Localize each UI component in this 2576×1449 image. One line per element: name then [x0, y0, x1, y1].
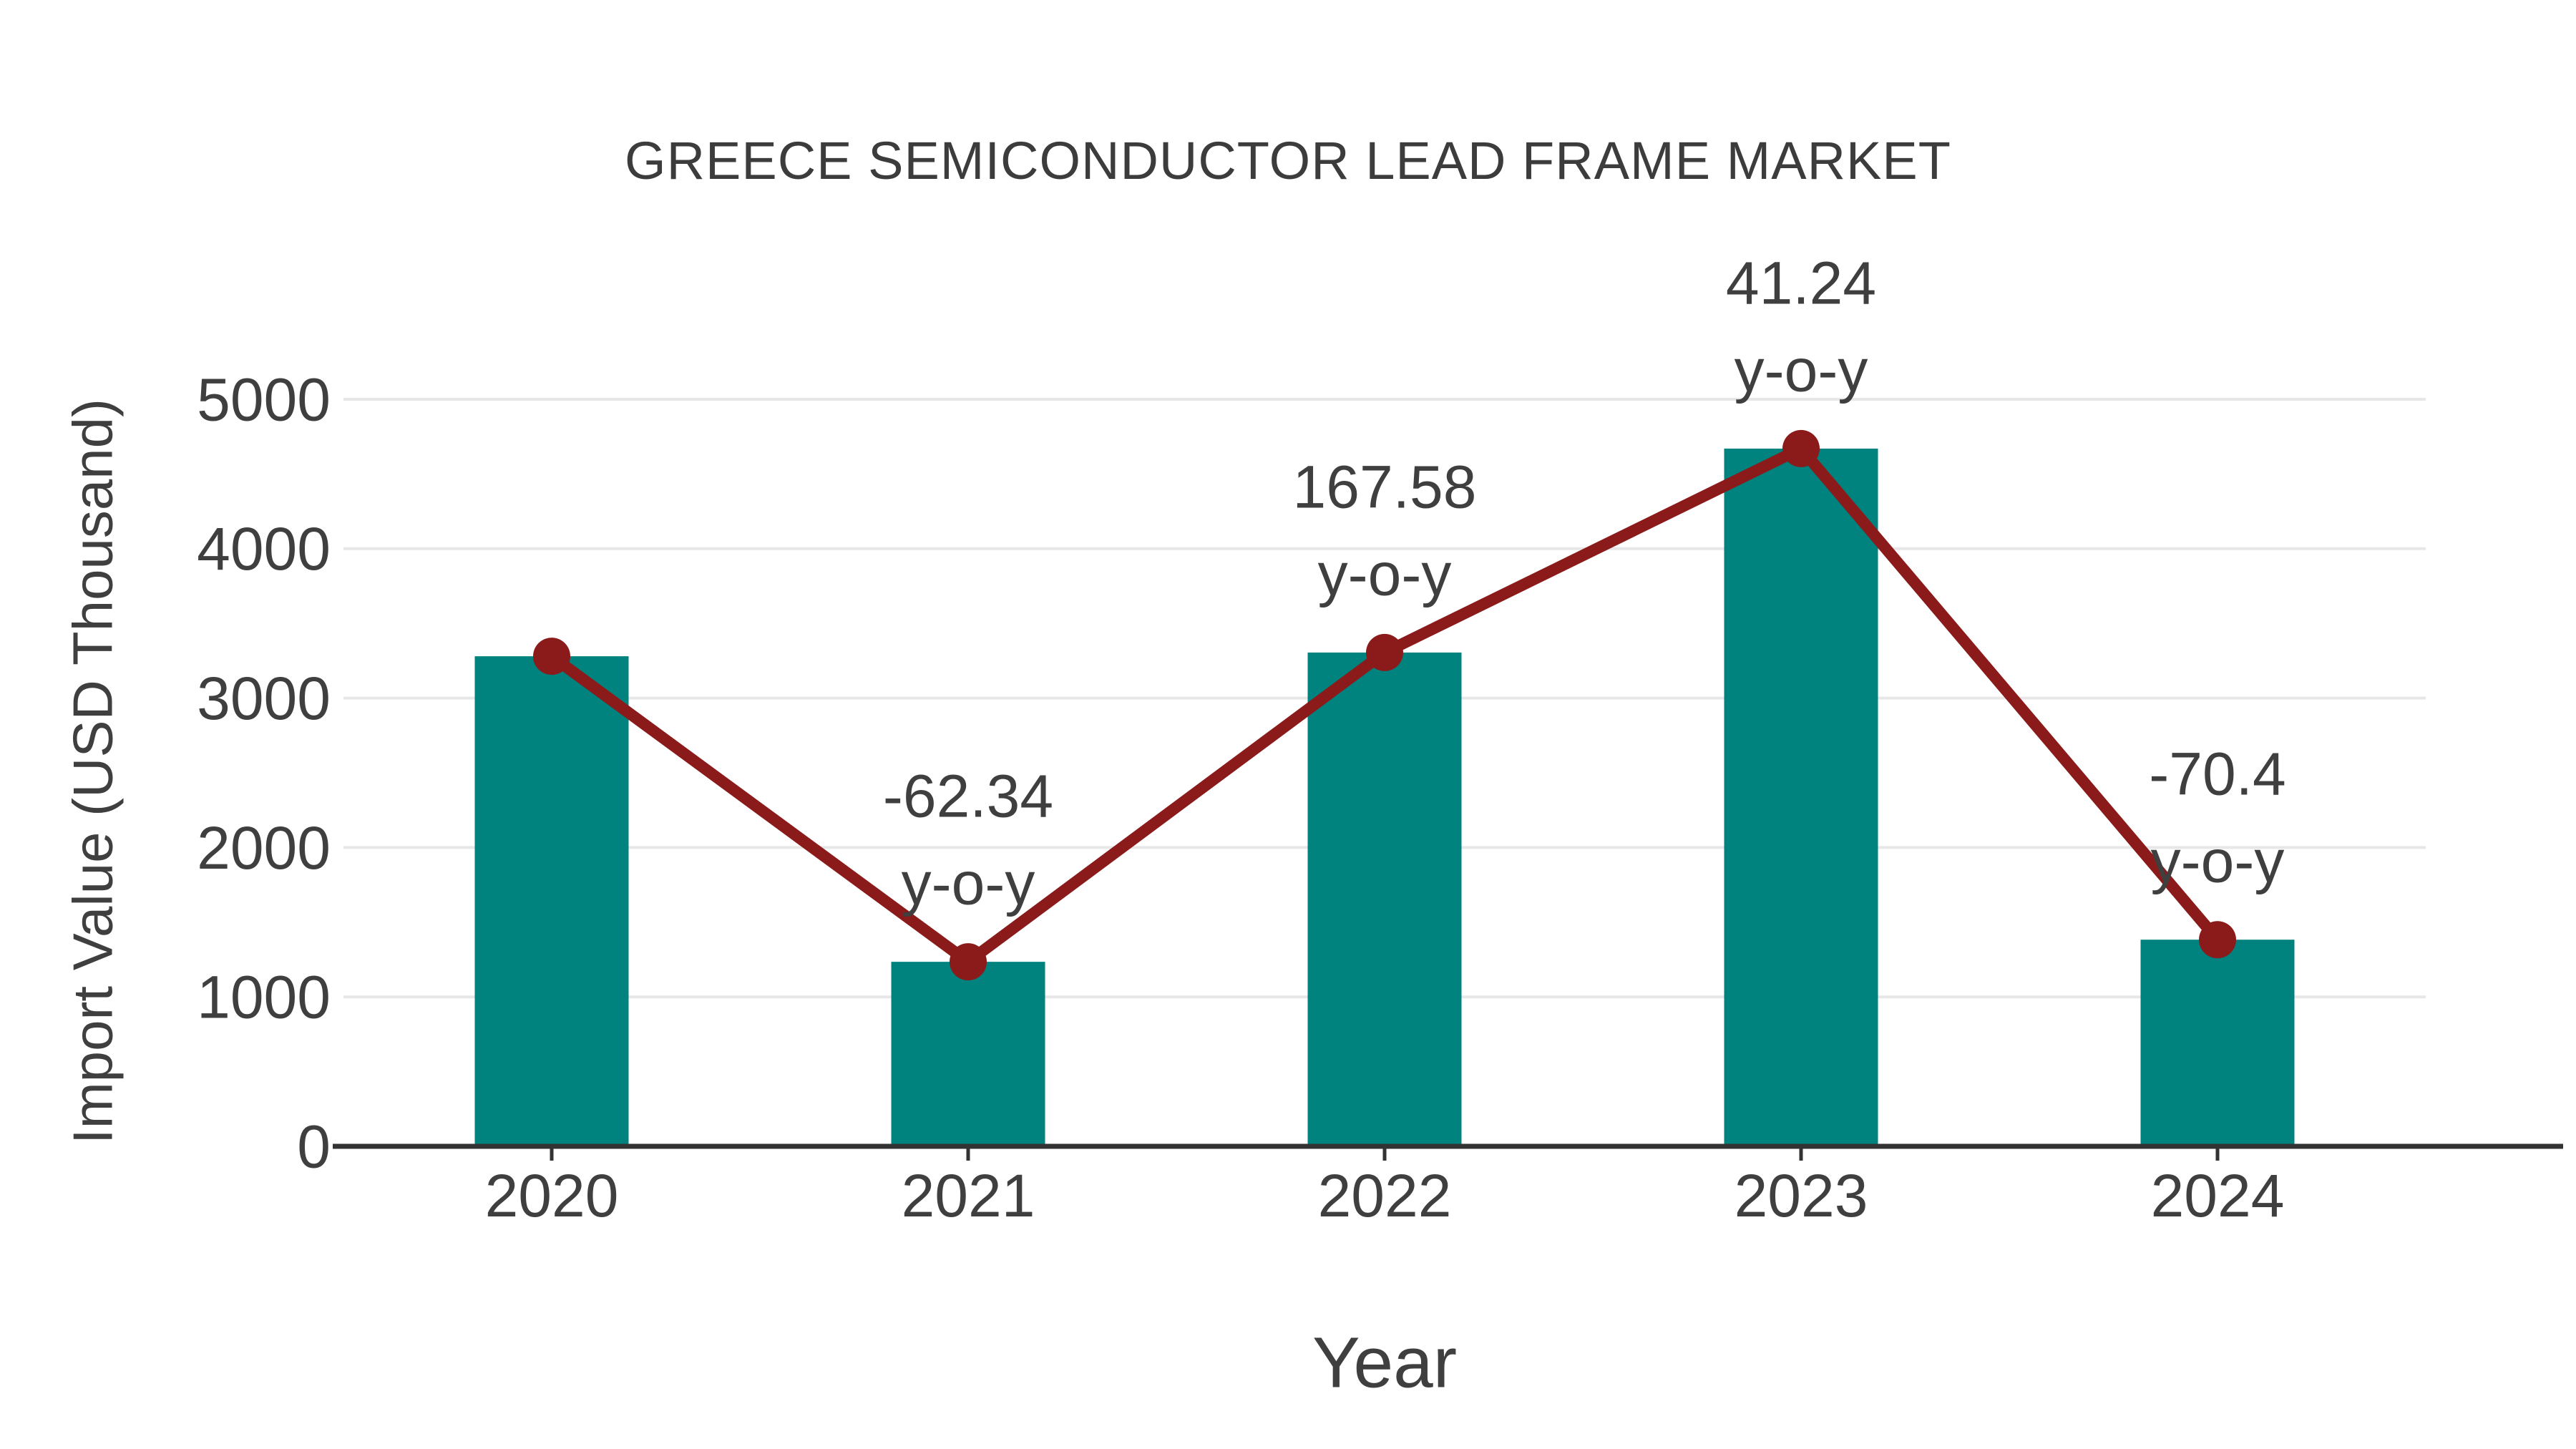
line-point-2024: [2199, 921, 2236, 959]
line-point-2021: [950, 943, 987, 981]
annotation-2021-yoy-label: y-o-y: [902, 850, 1035, 917]
annotation-2022-value: 167.58: [1293, 453, 1477, 520]
y-tick-label-2000: 2000: [197, 814, 331, 882]
bar-2021: [891, 962, 1045, 1146]
bar-2024: [2140, 940, 2295, 1146]
chart-title: GREECE SEMICONDUCTOR LEAD FRAME MARKET: [625, 131, 1951, 190]
line-point-2023: [1782, 429, 1820, 467]
x-tick-label-2020: 2020: [485, 1162, 619, 1229]
x-tick-label-2021: 2021: [902, 1162, 1035, 1229]
y-tick-label-0: 0: [297, 1113, 331, 1180]
line-point-2020: [533, 638, 570, 675]
x-tick-label-2023: 2023: [1735, 1162, 1868, 1229]
bar-2022: [1307, 652, 1462, 1146]
y-tick-label-5000: 5000: [197, 366, 331, 433]
line-point-2022: [1366, 633, 1403, 671]
x-tick-label-2022: 2022: [1318, 1162, 1452, 1229]
x-tick-label-2024: 2024: [2151, 1162, 2285, 1229]
x-axis-title: Year: [1312, 1322, 1458, 1403]
annotation-2022-yoy-label: y-o-y: [1318, 540, 1452, 608]
bar-2023: [1724, 448, 1878, 1146]
bar-2020: [474, 656, 629, 1146]
y-tick-label-1000: 1000: [197, 964, 331, 1031]
y-tick-label-4000: 4000: [197, 515, 331, 582]
annotation-2024-value: -70.4: [2149, 741, 2285, 808]
annotation-2023-value: 41.24: [1726, 249, 1876, 316]
annotation-2024-yoy-label: y-o-y: [2151, 828, 2285, 895]
y-tick-label-3000: 3000: [197, 665, 331, 732]
annotation-2023-yoy-label: y-o-y: [1735, 336, 1868, 404]
annotation-2021-value: -62.34: [883, 763, 1053, 830]
